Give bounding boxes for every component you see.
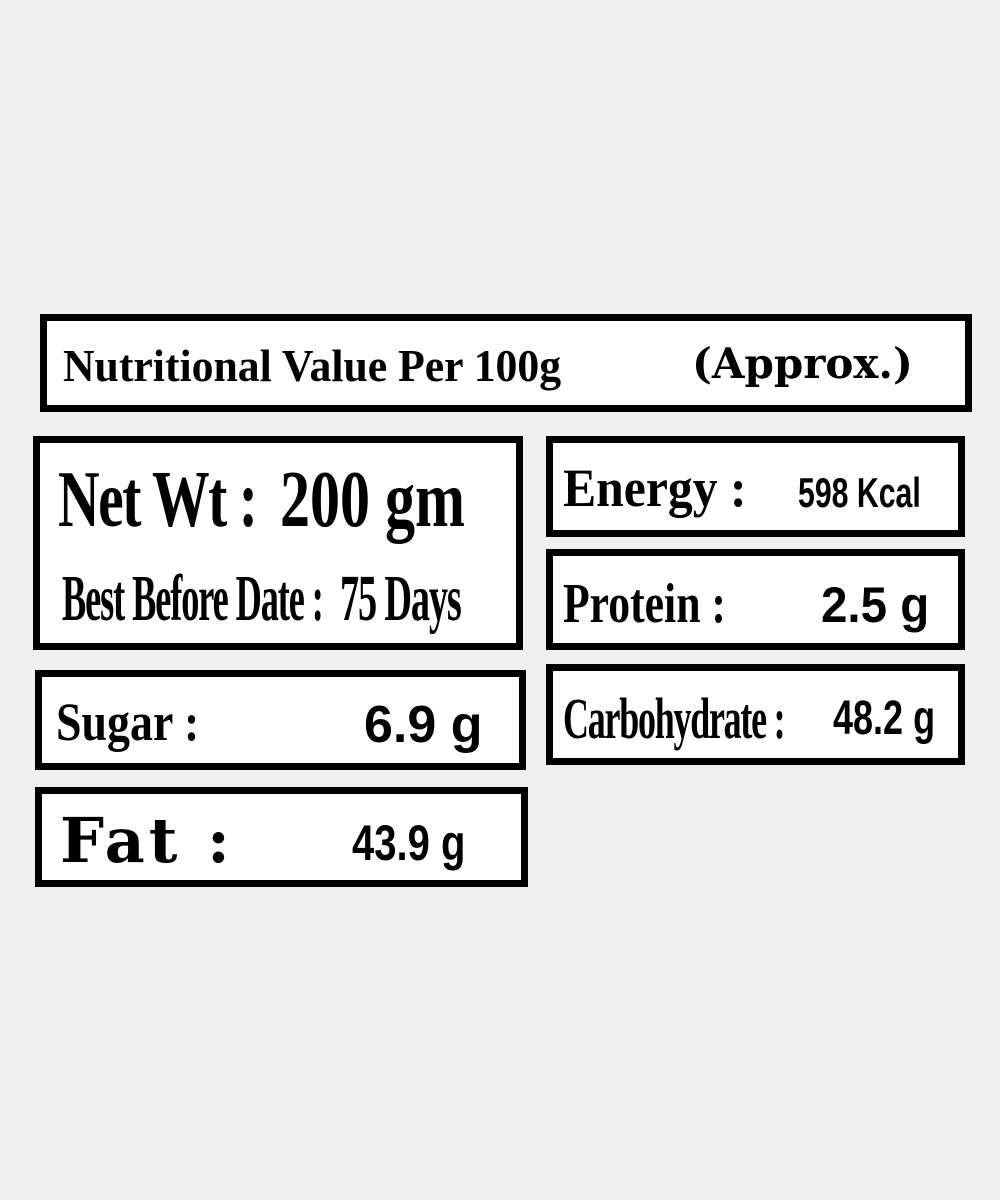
carbohydrate-label: Carbohydrate :	[563, 686, 786, 751]
sugar-box: Sugar : 6.9 g	[35, 670, 526, 770]
fat-label: Fat :	[60, 804, 234, 877]
energy-value: 598 Kcal	[798, 469, 921, 516]
carbohydrate-box: Carbohydrate : 48.2 g	[546, 664, 965, 765]
energy-box: Energy : 598 Kcal	[546, 436, 965, 537]
best-before-label: Best Before Date :	[62, 562, 324, 635]
sugar-value: 6.9 g	[364, 696, 483, 754]
protein-value: 2.5 g	[821, 577, 930, 633]
fat-box: Fat : 43.9 g	[35, 787, 528, 887]
fat-value: 43.9 g	[352, 815, 466, 871]
protein-label: Protein :	[563, 573, 726, 635]
title: Nutritional Value Per 100g	[63, 340, 562, 391]
net-weight-box: Net Wt : 200 gm Best Before Date : 75 Da…	[33, 436, 523, 650]
title-suffix: (Approx.)	[692, 339, 913, 388]
energy-label: Energy :	[563, 458, 747, 518]
best-before-value: 75 Days	[340, 562, 462, 635]
protein-box: Protein : 2.5 g	[546, 549, 965, 650]
net-weight-label: Net Wt :	[58, 456, 258, 544]
title-box: Nutritional Value Per 100g (Approx.)	[40, 314, 972, 412]
sugar-label: Sugar :	[56, 692, 200, 752]
carbohydrate-value: 48.2 g	[833, 692, 936, 745]
net-weight-value: 200 gm	[280, 456, 465, 544]
